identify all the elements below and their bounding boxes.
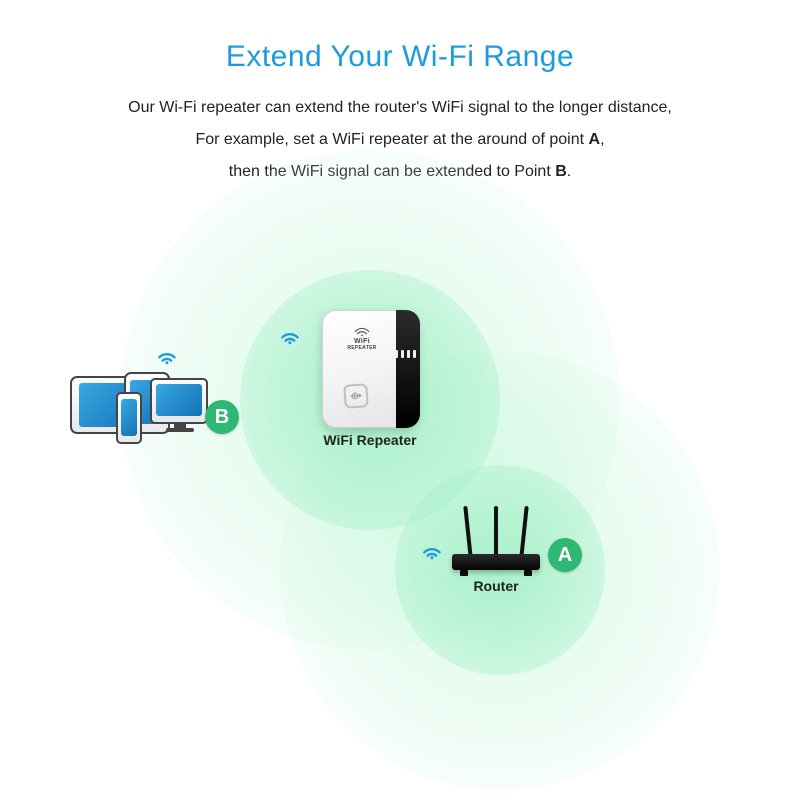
repeater-label: WiFi Repeater [322,432,418,448]
monitor-base [166,428,194,432]
router-foot [460,570,468,576]
wps-button-icon: ⟴ [343,383,369,409]
router-label: Router [446,578,546,594]
desc-line1: Our Wi-Fi repeater can extend the router… [128,99,672,116]
router-antenna-icon [463,506,472,558]
repeater-brand-mark: WiFi REPEATER [340,324,384,351]
repeater-brand-top: WiFi [340,338,384,345]
repeater-led-row [395,350,416,358]
wifi-repeater-device: WiFi REPEATER ⟴ WiFi Repeater [322,310,418,440]
desc-pointA-bold: A [589,131,601,148]
router-device: Router [446,498,546,588]
page-title: Extend Your Wi-Fi Range [0,0,800,74]
repeater-side-panel [396,310,420,428]
point-b-badge: B [205,400,239,434]
point-b-devices [70,370,205,448]
repeater-brand-bottom: REPEATER [340,345,384,351]
monitor-icon [150,378,208,424]
desc-pointB-bold: B [555,163,567,180]
wifi-signal-icon [155,340,181,366]
phone-icon [116,392,142,444]
point-a-badge: A [548,538,582,572]
wifi-signal-icon [278,320,304,346]
router-base [452,554,540,570]
wifi-signal-icon [420,535,446,561]
desc-line2-post: , [600,131,604,148]
desc-line2-pre: For example, set a WiFi repeater at the … [195,131,588,148]
router-antenna-icon [494,506,498,558]
router-foot [524,570,532,576]
router-antenna-icon [519,506,528,558]
coverage-diagram: WiFi REPEATER ⟴ WiFi Repeater Router B A [0,210,800,800]
desc-line3-post: . [567,163,571,180]
